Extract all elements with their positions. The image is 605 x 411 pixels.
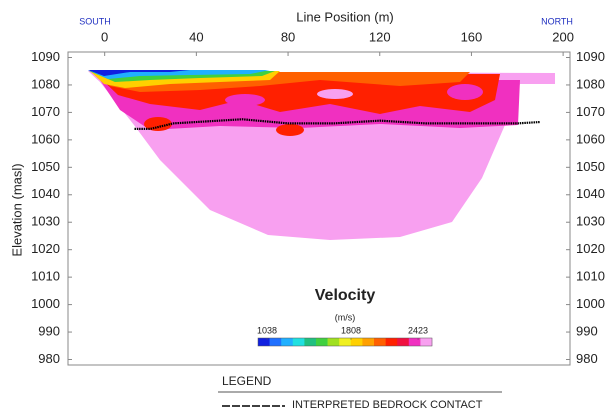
y2-tick-label: 1070 <box>576 104 605 119</box>
y-tick-label: 1090 <box>31 49 60 64</box>
field-blob <box>317 89 353 99</box>
colorbar-frame <box>257 337 433 347</box>
colorbar-tick-label: 1808 <box>341 325 361 335</box>
colorbar-tick-label: 2423 <box>408 325 428 335</box>
velocity-field <box>88 70 555 240</box>
field-blob <box>144 117 172 131</box>
y-tick-label: 1000 <box>31 296 60 311</box>
y2-tick-label: 1090 <box>576 49 605 64</box>
y2-tick-label: 1050 <box>576 159 605 174</box>
y2-tick-label: 1020 <box>576 241 605 256</box>
colorbar-swatch <box>269 338 282 346</box>
colorbar-swatch <box>397 338 410 346</box>
colorbar-swatch <box>350 338 363 346</box>
y2-tick-label: 990 <box>576 323 598 338</box>
bedrock-line <box>134 118 541 130</box>
y-tick-label: 1080 <box>31 76 60 91</box>
field-blob <box>447 84 483 100</box>
y2-tick-label: 1030 <box>576 214 605 229</box>
south-label: SOUTH <box>79 16 111 26</box>
y2-tick-label: 1080 <box>576 76 605 91</box>
colorbar-swatch <box>385 338 398 346</box>
legend-label: INTERPRETED BEDROCK CONTACT <box>292 399 483 411</box>
colorbar-swatch <box>339 338 352 346</box>
colorbar-swatch <box>362 338 375 346</box>
y2-tick-label: 1040 <box>576 186 605 201</box>
y-tick-label: 1050 <box>31 159 60 174</box>
x-tick-label: 120 <box>369 29 391 44</box>
y-tick-label: 1010 <box>31 269 60 284</box>
colorbar-tick-label: 1038 <box>257 325 277 335</box>
y-tick-label: 980 <box>38 351 60 366</box>
legend-title: LEGEND <box>222 374 272 388</box>
y2-tick-label: 1010 <box>576 269 605 284</box>
plot-frame <box>67 51 571 366</box>
colorbar-title: Velocity <box>315 287 376 304</box>
y-tick-label: 1070 <box>31 104 60 119</box>
x-tick-label: 160 <box>461 29 483 44</box>
field-layer <box>88 70 190 76</box>
colorbar-swatch <box>281 338 294 346</box>
colorbar-swatch <box>292 338 305 346</box>
colorbar-swatch <box>408 338 421 346</box>
x-tick-label: 40 <box>189 29 203 44</box>
x-tick-label: 80 <box>281 29 295 44</box>
colorbar-swatch <box>420 338 433 346</box>
y-tick-label: 1060 <box>31 131 60 146</box>
x-tick-label: 200 <box>552 29 574 44</box>
colorbar-swatch <box>304 338 317 346</box>
y-tick-label: 1040 <box>31 186 60 201</box>
x-axis-title: Line Position (m) <box>296 9 394 24</box>
colorbar-unit: (m/s) <box>335 312 356 322</box>
y2-tick-label: 1000 <box>576 296 605 311</box>
field-blob <box>276 124 304 136</box>
colorbar-swatch <box>327 338 340 346</box>
field-blob <box>225 94 265 106</box>
x-tick-label: 0 <box>101 29 108 44</box>
field-layer <box>88 70 270 79</box>
north-label: NORTH <box>541 16 573 26</box>
y2-tick-label: 980 <box>576 351 598 366</box>
colorbar-swatch <box>374 338 386 346</box>
colorbar-swatch <box>316 338 328 346</box>
y-tick-label: 1030 <box>31 214 60 229</box>
y-tick-label: 1020 <box>31 241 60 256</box>
y-tick-label: 990 <box>38 323 60 338</box>
y-axis-title: Elevation (masl) <box>9 163 24 256</box>
y2-tick-label: 1060 <box>576 131 605 146</box>
colorbar-swatch <box>258 338 270 346</box>
